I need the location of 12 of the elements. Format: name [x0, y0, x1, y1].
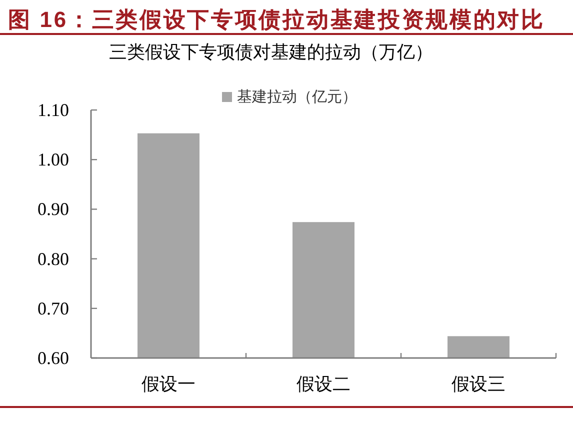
y-tick-label: 1.10 [38, 100, 69, 120]
y-tick-label: 0.70 [38, 298, 69, 318]
y-tick-label: 0.80 [38, 248, 69, 269]
x-tick-label: 假设一 [142, 374, 196, 394]
y-tick-label: 0.90 [38, 199, 69, 220]
legend-label: 基建拉动（亿元） [237, 88, 357, 106]
chart-title: 图 16：三类假设下专项债拉动基建投资规模的对比 [8, 7, 543, 32]
x-tick-label: 假设三 [452, 374, 506, 394]
x-tick-label: 假设二 [296, 374, 350, 394]
chart-subtitle: 三类假设下专项债对基建的拉动（万亿） [109, 42, 433, 62]
y-tick-label: 1.00 [38, 150, 69, 170]
y-tick-label: 0.60 [38, 348, 69, 368]
